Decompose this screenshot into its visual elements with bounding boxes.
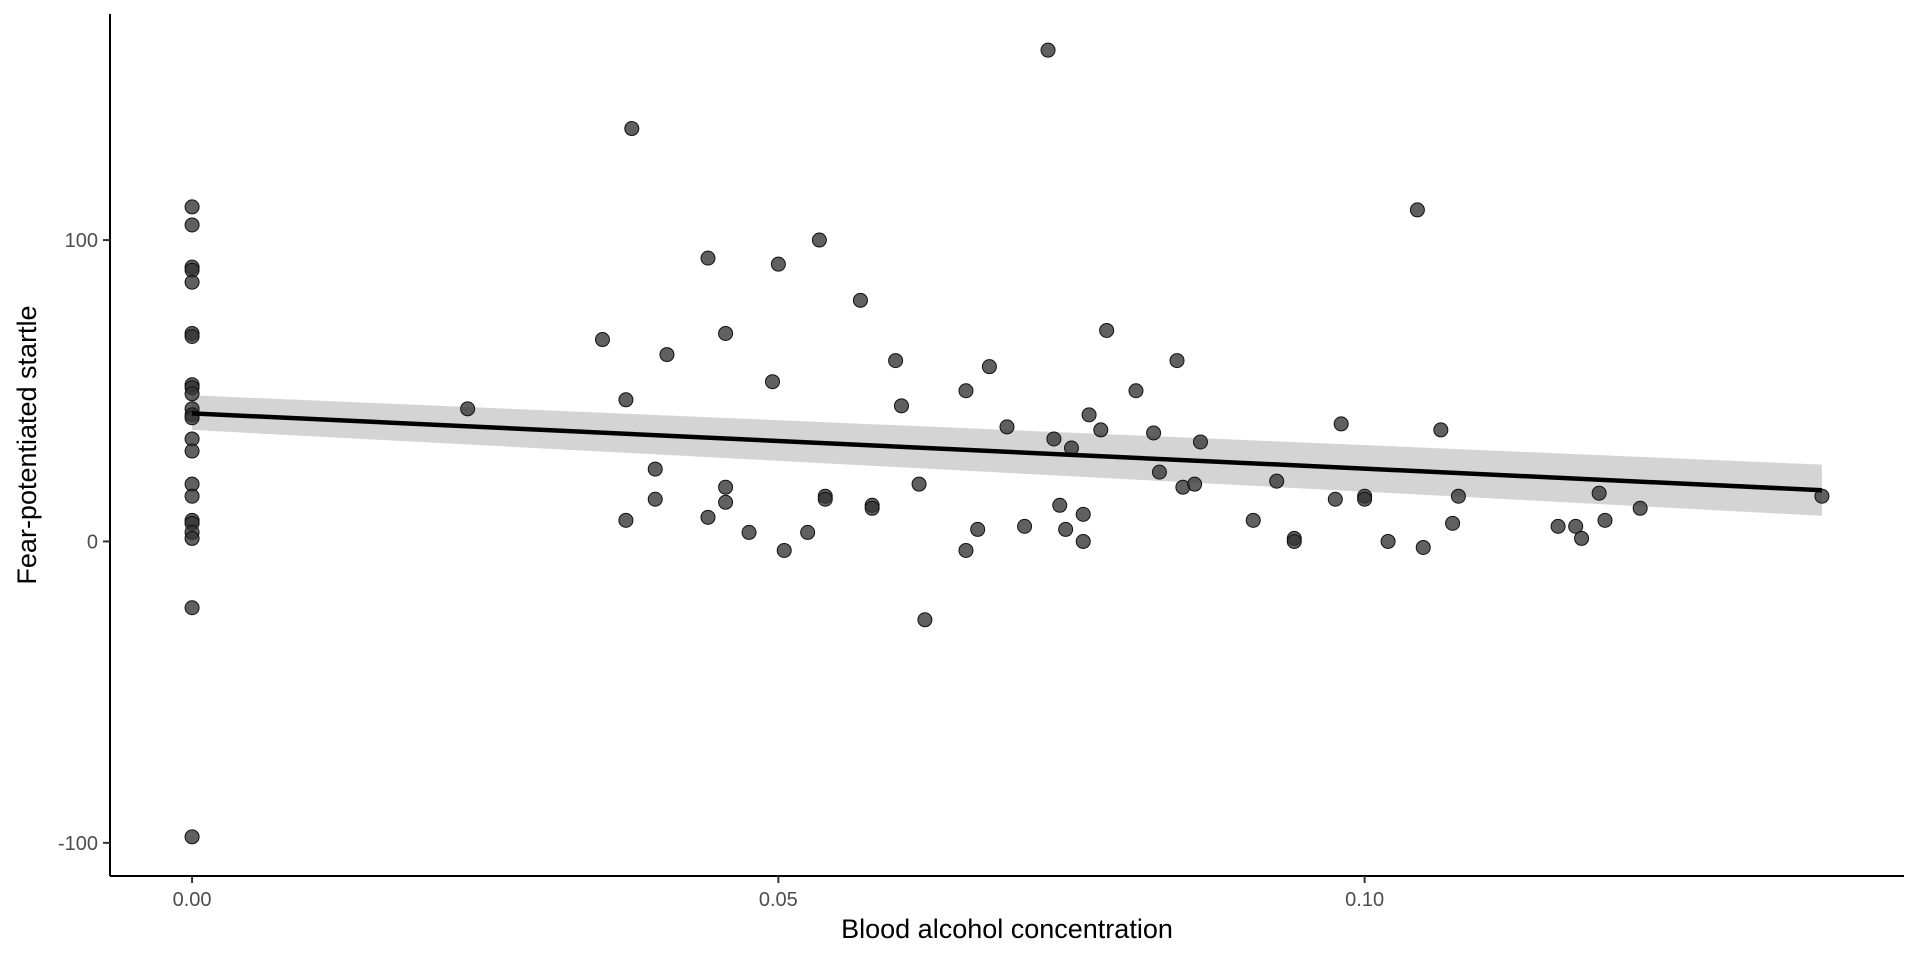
- data-point: [1040, 42, 1056, 58]
- data-point: [184, 829, 200, 845]
- data-point: [184, 217, 200, 233]
- data-point: [1058, 521, 1074, 537]
- data-point: [764, 374, 780, 390]
- data-point: [958, 542, 974, 558]
- data-point: [1327, 491, 1343, 507]
- regression-line: [191, 411, 1823, 493]
- data-point: [1187, 476, 1203, 492]
- data-point: [1445, 515, 1461, 531]
- data-point: [618, 512, 634, 528]
- data-point: [981, 359, 997, 375]
- data-point: [958, 383, 974, 399]
- data-point: [184, 600, 200, 616]
- data-point: [1046, 431, 1062, 447]
- data-point: [888, 353, 904, 369]
- data-point: [184, 443, 200, 459]
- data-point: [1550, 518, 1566, 534]
- data-point: [1099, 322, 1115, 338]
- data-point: [1128, 383, 1144, 399]
- data-point: [1151, 464, 1167, 480]
- y-tick-label: -100: [58, 833, 98, 855]
- data-point: [618, 392, 634, 408]
- data-point: [1192, 434, 1208, 450]
- data-point: [1632, 500, 1648, 516]
- data-point: [1169, 353, 1185, 369]
- data-point: [1568, 518, 1584, 534]
- confidence-band-layer: [192, 395, 1822, 516]
- data-point: [741, 524, 757, 540]
- confidence-band: [192, 395, 1822, 516]
- data-point: [1591, 485, 1607, 501]
- data-point: [184, 530, 200, 546]
- data-point: [1574, 530, 1590, 546]
- data-point: [999, 419, 1015, 435]
- data-point: [1075, 533, 1091, 549]
- data-points-layer: [184, 42, 1830, 845]
- data-point: [864, 500, 880, 516]
- data-point: [1093, 422, 1109, 438]
- data-point: [1286, 533, 1302, 549]
- data-point: [594, 332, 610, 348]
- data-point: [1052, 497, 1068, 513]
- data-point: [1245, 512, 1261, 528]
- data-point: [718, 325, 734, 341]
- data-point: [184, 274, 200, 290]
- data-point: [184, 199, 200, 215]
- data-point: [1075, 506, 1091, 522]
- data-point: [659, 347, 675, 363]
- data-point: [718, 494, 734, 510]
- data-point: [1081, 407, 1097, 423]
- ticks-layer: 0.00 0.05 0.10 -100 0 100: [58, 230, 1384, 911]
- data-point: [1380, 533, 1396, 549]
- data-point: [700, 509, 716, 525]
- data-point: [700, 250, 716, 266]
- data-point: [718, 479, 734, 495]
- data-point: [1433, 422, 1449, 438]
- axes-layer: [109, 14, 1904, 877]
- data-point: [911, 476, 927, 492]
- data-point: [776, 542, 792, 558]
- y-tick-label: 100: [65, 230, 98, 252]
- data-point: [1597, 512, 1613, 528]
- y-axis-title: Fear-potentiated startle: [12, 305, 42, 584]
- x-tick-label: 0.00: [173, 889, 212, 911]
- x-tick-label: 0.05: [759, 889, 798, 911]
- data-point: [647, 461, 663, 477]
- data-point: [647, 491, 663, 507]
- y-tick-label: 0: [87, 531, 98, 553]
- data-point: [893, 398, 909, 414]
- data-point: [1450, 488, 1466, 504]
- data-point: [852, 292, 868, 308]
- x-tick-label: 0.10: [1345, 889, 1384, 911]
- data-point: [917, 612, 933, 628]
- data-point: [1269, 473, 1285, 489]
- data-point: [800, 524, 816, 540]
- data-point: [770, 256, 786, 272]
- regression-line-layer: [191, 411, 1823, 493]
- x-axis-title: Blood alcohol concentration: [841, 914, 1173, 944]
- data-point: [1333, 416, 1349, 432]
- data-point: [460, 401, 476, 417]
- data-point: [1017, 518, 1033, 534]
- data-point: [184, 488, 200, 504]
- data-point: [811, 232, 827, 248]
- data-point: [184, 328, 200, 344]
- data-point: [970, 521, 986, 537]
- data-point: [1357, 491, 1373, 507]
- data-point: [624, 121, 640, 137]
- data-point: [1146, 425, 1162, 441]
- data-point: [1415, 539, 1431, 555]
- data-point: [817, 491, 833, 507]
- data-point: [184, 386, 200, 402]
- data-point: [1409, 202, 1425, 218]
